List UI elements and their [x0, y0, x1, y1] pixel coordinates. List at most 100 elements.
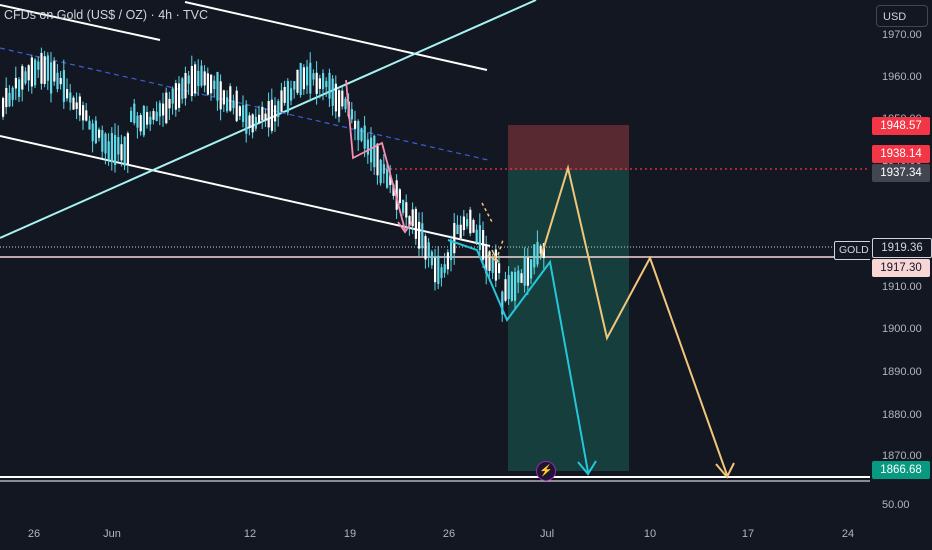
lightning-icon[interactable]: ⚡	[536, 461, 556, 481]
candle-body	[325, 81, 328, 88]
primary-projection-path[interactable]	[447, 239, 589, 473]
target-price-tag[interactable]: 1866.68	[872, 461, 930, 479]
candle-body	[21, 66, 24, 90]
candle-body	[283, 87, 286, 103]
candle-body	[165, 92, 168, 124]
candle-body	[267, 100, 270, 128]
candle-body	[290, 88, 293, 101]
candle-body	[114, 135, 117, 165]
candle-body	[354, 120, 357, 129]
last-price-tag[interactable]: 1919.36	[872, 238, 932, 258]
candle-body	[350, 109, 353, 120]
candle-body	[309, 62, 312, 94]
time-tick-label: Jul	[539, 528, 555, 540]
orange-dashed-arrow	[481, 202, 504, 256]
candle-body	[427, 242, 430, 258]
candle-body	[440, 267, 443, 279]
candle-body	[190, 66, 193, 97]
alternative-projection-path[interactable]	[540, 164, 728, 476]
time-tick-label: 17	[741, 528, 755, 540]
candle-body	[277, 100, 280, 117]
symbol-title[interactable]: CFDs on Gold (US$ / OZ) · 4h · TVC	[4, 8, 208, 22]
candle-body	[312, 73, 315, 80]
candle-body	[56, 72, 59, 90]
candle-body	[178, 83, 181, 108]
candle-body	[229, 86, 232, 111]
primary-projection-arrowhead	[577, 460, 597, 476]
candle-body	[213, 80, 216, 89]
candle-body	[123, 136, 126, 166]
candle-body	[318, 78, 321, 89]
candle-body	[510, 271, 513, 301]
candle-body	[40, 52, 43, 84]
candle-body	[27, 65, 30, 81]
candle-body	[72, 97, 75, 110]
candle-body	[418, 221, 421, 249]
candle-body	[331, 78, 334, 106]
candle-body	[389, 174, 392, 186]
candle-body	[222, 90, 225, 105]
candle-body	[322, 73, 325, 90]
candle-body	[136, 115, 139, 128]
currency-selector-button[interactable]: USD	[876, 5, 928, 27]
price-chart-pane[interactable]	[0, 0, 870, 520]
candle-body	[107, 141, 110, 161]
candle-body	[168, 98, 171, 109]
candle-body	[2, 98, 5, 117]
inner-channel-line[interactable]	[0, 4, 161, 41]
candle-body	[98, 129, 101, 138]
candle-body	[152, 111, 155, 120]
price-axis[interactable]: USD 1970.001960.001950.001940.001910.001…	[870, 0, 932, 520]
candle-body	[66, 89, 69, 99]
stop-price-tag[interactable]: 1948.57	[872, 117, 930, 135]
candle-body	[315, 72, 318, 94]
take-profit-zone[interactable]	[508, 170, 629, 471]
candle-body	[126, 133, 129, 165]
price-tick-label: 1970.00	[882, 29, 922, 41]
candle-body	[11, 87, 14, 100]
candle-body	[475, 229, 478, 243]
candle-body	[520, 273, 523, 283]
candle-body	[376, 143, 379, 176]
candle-body	[398, 189, 401, 204]
candle-body	[200, 65, 203, 86]
candle-body	[539, 245, 542, 254]
time-axis[interactable]: 26 Jun 12 19 26 Jul 10 17 24	[0, 520, 870, 550]
candle-body	[146, 112, 149, 125]
candle-body	[18, 79, 21, 97]
candle-body	[5, 87, 8, 108]
dashed-trend-line[interactable]	[0, 47, 489, 161]
candle-body	[232, 100, 235, 109]
candle-body	[286, 81, 289, 113]
channel-upper-line[interactable]	[184, 1, 488, 71]
candle-body	[254, 116, 257, 129]
resistance-tag[interactable]: 1938.14	[872, 145, 930, 163]
candle-body	[386, 169, 389, 188]
candle-body	[78, 96, 81, 116]
candle-body	[264, 113, 267, 121]
time-tick-label: 26	[27, 528, 41, 540]
candle-body	[491, 257, 494, 273]
candle-body	[62, 70, 65, 102]
candle-body	[155, 111, 158, 122]
candle-body	[434, 257, 437, 283]
candle-body	[258, 114, 261, 124]
price-tick-label: 1910.00	[882, 281, 922, 293]
stop-loss-zone[interactable]	[508, 125, 629, 170]
candle-body	[46, 55, 49, 81]
support-tag[interactable]: 1917.30	[872, 259, 930, 277]
candle-body	[238, 106, 241, 117]
entry-price-tag[interactable]: 1937.34	[872, 164, 930, 182]
candle-body	[216, 71, 219, 101]
candle-body	[514, 272, 517, 301]
candle-body	[366, 139, 369, 155]
candle-body	[530, 259, 533, 279]
candle-body	[34, 59, 37, 86]
pink-zigzag-path[interactable]	[345, 79, 406, 231]
candle-body	[120, 144, 123, 161]
price-tick-label: 1960.00	[882, 71, 922, 83]
candle-body	[270, 99, 273, 131]
candle-body	[466, 219, 469, 227]
candle-body	[360, 128, 363, 141]
time-tick-label: 19	[343, 528, 357, 540]
